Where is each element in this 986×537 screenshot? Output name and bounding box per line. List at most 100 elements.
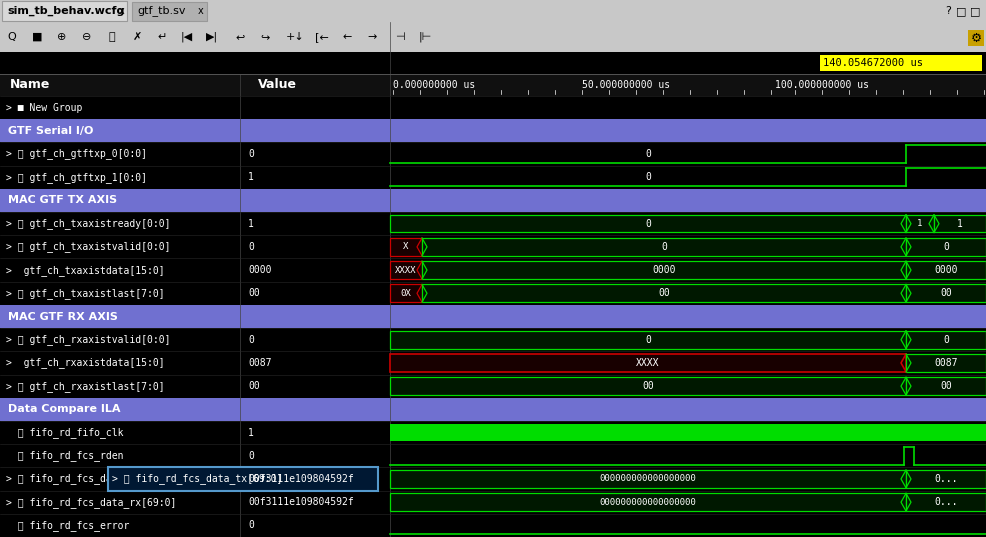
- Bar: [390, 285, 422, 302]
- Bar: [0, 305, 390, 328]
- Text: sim_tb_behav.wcfg: sim_tb_behav.wcfg: [7, 6, 124, 16]
- Text: 0: 0: [943, 242, 949, 252]
- Bar: [0, 0, 986, 22]
- Text: ←: ←: [342, 32, 352, 42]
- Bar: [906, 378, 986, 395]
- Text: > ⬜ gtf_ch_txaxistready[0:0]: > ⬜ gtf_ch_txaxistready[0:0]: [6, 218, 171, 229]
- Text: 1: 1: [917, 219, 923, 228]
- Bar: [906, 331, 986, 349]
- Text: 0087: 0087: [935, 358, 957, 368]
- Text: 0: 0: [248, 520, 253, 531]
- Text: MAC GTF TX AXIS: MAC GTF TX AXIS: [8, 195, 117, 206]
- Text: > ⬜ gtf_ch_txaxistlast[7:0]: > ⬜ gtf_ch_txaxistlast[7:0]: [6, 288, 165, 299]
- Bar: [390, 282, 986, 305]
- Bar: [390, 212, 986, 235]
- Text: 00: 00: [248, 381, 259, 391]
- Bar: [0, 328, 390, 351]
- Bar: [390, 262, 422, 279]
- Bar: [390, 470, 906, 488]
- Bar: [906, 354, 986, 372]
- Bar: [0, 119, 390, 142]
- Bar: [390, 354, 906, 372]
- Bar: [0, 491, 390, 514]
- Bar: [390, 331, 906, 349]
- Bar: [390, 165, 986, 189]
- Text: 50.000000000 us: 50.000000000 us: [582, 80, 670, 90]
- Text: Name: Name: [10, 78, 50, 91]
- Text: 0...: 0...: [935, 474, 957, 484]
- Text: ■: ■: [32, 32, 42, 42]
- Bar: [934, 215, 986, 233]
- Text: X: X: [403, 242, 408, 251]
- Bar: [390, 421, 986, 444]
- Bar: [0, 444, 390, 467]
- Bar: [0, 398, 390, 421]
- Text: 100.000000000 us: 100.000000000 us: [775, 80, 869, 90]
- Bar: [422, 262, 906, 279]
- Text: →: →: [368, 32, 377, 42]
- Text: ▶|: ▶|: [206, 32, 218, 42]
- Text: ⊣: ⊣: [395, 32, 405, 42]
- Bar: [906, 262, 986, 279]
- Bar: [390, 494, 906, 511]
- Bar: [390, 491, 986, 514]
- Text: 0: 0: [661, 242, 667, 252]
- Text: 0: 0: [645, 172, 651, 182]
- Bar: [390, 142, 986, 165]
- Text: Value: Value: [258, 78, 297, 91]
- Text: ↵: ↵: [158, 32, 167, 42]
- Text: x: x: [119, 6, 125, 16]
- Bar: [390, 96, 986, 119]
- Text: 000000000000000000: 000000000000000000: [599, 498, 696, 507]
- Bar: [390, 378, 906, 395]
- Bar: [906, 238, 986, 256]
- Bar: [968, 30, 984, 46]
- Bar: [0, 165, 390, 189]
- Bar: [0, 74, 986, 96]
- Bar: [390, 258, 986, 282]
- Bar: [0, 189, 390, 212]
- Text: 00: 00: [642, 381, 654, 391]
- Text: |⊢: |⊢: [418, 32, 432, 42]
- Bar: [0, 282, 390, 305]
- Text: > ⬜ gtf_ch_rxaxistvalid[0:0]: > ⬜ gtf_ch_rxaxistvalid[0:0]: [6, 334, 171, 345]
- Text: 0X: 0X: [400, 289, 411, 298]
- Text: 0: 0: [248, 335, 253, 345]
- Text: ⊖: ⊖: [82, 32, 92, 42]
- Bar: [2, 1, 127, 21]
- Bar: [0, 467, 390, 491]
- Bar: [390, 189, 986, 212]
- Bar: [820, 55, 982, 71]
- Bar: [0, 351, 390, 374]
- Text: ✗: ✗: [132, 32, 142, 42]
- Bar: [390, 238, 422, 256]
- Text: > ■ New Group: > ■ New Group: [6, 103, 83, 113]
- Text: Data Compare ILA: Data Compare ILA: [8, 404, 120, 415]
- Text: 0: 0: [943, 335, 949, 345]
- Text: ↪: ↪: [260, 32, 270, 42]
- Text: 00: 00: [248, 288, 259, 298]
- Bar: [390, 424, 986, 441]
- Bar: [422, 285, 906, 302]
- Bar: [390, 444, 986, 467]
- Bar: [390, 305, 986, 328]
- Text: XXXX: XXXX: [636, 358, 660, 368]
- Text: 0000: 0000: [653, 265, 675, 275]
- Text: 0000: 0000: [935, 265, 957, 275]
- Text: ↩: ↩: [236, 32, 245, 42]
- Bar: [422, 238, 906, 256]
- Text: > ⬜ fifo_rd_fcs_data_rx[69:0]: > ⬜ fifo_rd_fcs_data_rx[69:0]: [6, 497, 176, 507]
- Text: x: x: [198, 6, 204, 16]
- Bar: [390, 119, 986, 142]
- Text: ⬜ fifo_rd_fcs_rden: ⬜ fifo_rd_fcs_rden: [6, 451, 123, 461]
- Bar: [906, 494, 986, 511]
- Bar: [0, 212, 390, 235]
- Text: 0: 0: [248, 242, 253, 252]
- Bar: [390, 398, 986, 421]
- Text: > ⬜ gtf_ch_gtftxp_0[0:0]: > ⬜ gtf_ch_gtftxp_0[0:0]: [6, 149, 147, 159]
- Text: ?: ?: [945, 6, 951, 16]
- Text: 1: 1: [248, 172, 253, 182]
- Text: +↓: +↓: [286, 32, 305, 42]
- Text: > ⬜ gtf_ch_gtftxp_1[0:0]: > ⬜ gtf_ch_gtftxp_1[0:0]: [6, 172, 147, 183]
- Bar: [390, 328, 986, 351]
